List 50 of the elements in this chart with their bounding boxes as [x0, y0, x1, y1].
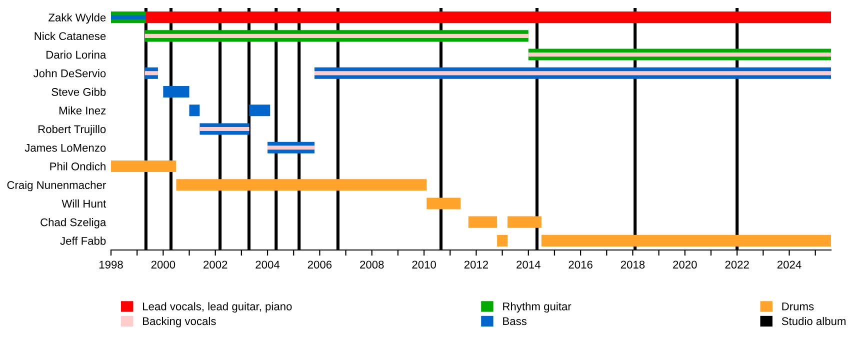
- bar: [468, 216, 498, 228]
- x-tick-label: 1998: [99, 260, 123, 269]
- y-tick-label: Jeff Fabb: [60, 236, 106, 245]
- legend-label: Rhythm guitar: [503, 302, 572, 313]
- bar: [249, 104, 270, 116]
- bar: [176, 179, 427, 191]
- bar: [144, 34, 528, 38]
- y-tick-label: James LoMenzo: [24, 144, 106, 152]
- y-tick-label: Robert Trujillo: [38, 124, 106, 136]
- x-tick-label: 2008: [360, 260, 384, 269]
- y-tick-label: Craig Nunenmacher: [7, 180, 106, 192]
- bar: [497, 234, 508, 246]
- bar: [528, 52, 831, 57]
- y-tick-label: Chad Szeliga: [40, 218, 106, 228]
- y-tick-label: John DeServio: [33, 69, 106, 78]
- y-tick-label: Dario Lorina: [46, 50, 106, 59]
- x-tick-label: 2020: [673, 260, 697, 269]
- bar: [111, 160, 176, 172]
- legend-label: Drums: [782, 302, 814, 310]
- y-tick-label: Zakk Wylde: [48, 13, 106, 24]
- x-tick-label: 2024: [777, 260, 802, 269]
- bar: [144, 71, 158, 76]
- y-tick-label: Steve Gibb: [52, 88, 106, 96]
- x-tick-label: 2000: [151, 260, 176, 269]
- bar: [426, 198, 461, 210]
- y-tick-label: Nick Catanese: [34, 32, 106, 40]
- x-tick-label: 2002: [204, 260, 228, 269]
- y-tick-label: Will Hunt: [62, 199, 106, 208]
- x-tick-label: 2022: [725, 260, 749, 269]
- x-tick-label: 2004: [256, 260, 280, 269]
- x-tick-label: 2006: [308, 260, 332, 269]
- x-tick-label: 2018: [620, 260, 645, 269]
- legend-label: Studio album: [782, 316, 846, 326]
- legend-label: Backing vocals: [143, 316, 216, 328]
- bar: [508, 216, 542, 228]
- x-tick-label: 2010: [412, 260, 436, 269]
- bar: [314, 71, 831, 76]
- legend-label: Lead vocals, lead guitar, piano: [143, 302, 292, 313]
- x-tick-label: 2014: [516, 260, 540, 269]
- bar: [268, 146, 314, 150]
- x-tick-label: 2016: [568, 260, 592, 269]
- bar: [189, 104, 200, 116]
- y-tick-label: Phil Ondich: [50, 162, 106, 170]
- y-tick-label: Mike Inez: [60, 106, 106, 115]
- x-tick-label: 2012: [464, 260, 488, 269]
- bar: [146, 12, 831, 24]
- bar: [163, 86, 190, 98]
- bar: [541, 234, 831, 246]
- legend-label: Bass: [503, 317, 527, 326]
- bar: [200, 126, 250, 132]
